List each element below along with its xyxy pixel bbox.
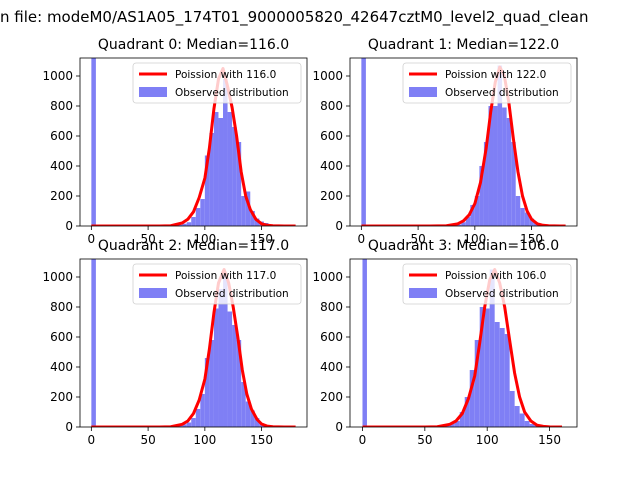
histogram-bar [525,421,530,427]
y-tick-label: 200 [320,390,343,404]
histogram-bar [214,309,219,428]
y-tick-label: 400 [320,360,343,374]
histogram-bar [200,199,205,226]
histogram-bar [510,391,515,427]
y-tick-label: 600 [50,330,73,344]
histogram-bar [505,334,510,427]
histogram-bar [502,108,507,227]
x-tick-label: 0 [359,433,367,447]
y-tick-label: 200 [50,390,73,404]
histogram-bar [495,322,500,427]
y-tick-label: 1000 [312,69,343,83]
x-tick-label: 100 [193,433,216,447]
x-tick-label: 50 [417,433,432,447]
histogram-bar [187,423,192,428]
figure-title: n file: modeM0/AS1A05_174T01_9000005820_… [0,8,589,27]
y-tick-label: 200 [320,189,343,203]
legend-label: Observed distribution [175,87,289,99]
histogram-bar [191,418,196,427]
histogram-bar [507,118,512,226]
y-tick-label: 1000 [42,270,73,284]
x-tick-label: 150 [250,433,273,447]
legend: Poission with 117.0 Observed distribution [133,264,301,304]
chart-title: Quadrant 2: Median=117.0 [98,238,289,254]
histogram-bar [500,328,505,427]
y-tick-label: 800 [50,99,73,113]
y-tick-label: 400 [50,360,73,374]
histogram-bar [361,58,366,226]
legend-label: Poission with 117.0 [175,270,276,282]
legend-bar-swatch [139,87,167,97]
x-tick-label: 150 [538,433,561,447]
x-tick-label: 50 [140,433,155,447]
x-tick-label: 100 [476,433,499,447]
legend: Poission with 116.0 Observed distribution [133,63,301,103]
y-tick-label: 0 [335,420,343,434]
histogram-bar [228,112,233,226]
histogram-bar [187,222,192,226]
legend-bar-swatch [409,87,437,97]
histogram-bar [91,259,96,427]
histogram-bar [516,196,521,226]
histogram-bar [520,208,525,226]
chart-title: Quadrant 1: Median=122.0 [368,37,559,53]
y-tick-label: 800 [320,300,343,314]
y-tick-label: 400 [50,159,73,173]
legend-bar-swatch [139,288,167,298]
x-tick-label: 0 [358,232,366,246]
histogram-bar [241,196,246,226]
y-tick-label: 0 [65,420,73,434]
y-tick-label: 800 [50,300,73,314]
histogram-bar [515,406,520,427]
histogram-bar [218,118,223,226]
legend-label: Poission with 122.0 [445,69,546,81]
y-tick-label: 600 [50,129,73,143]
histogram-bar [218,289,223,427]
legend: Poission with 106.0 Observed distribution [403,264,571,304]
histogram-bar [191,217,196,226]
legend: Poission with 122.0 Observed distribution [403,63,571,103]
histogram-bar [485,309,490,428]
quadrant-chart-3: Quadrant 3: Median=106.0 0 50 100 150 0 200 400… [312,238,577,447]
y-tick-label: 800 [320,99,343,113]
y-tick-label: 1000 [42,69,73,83]
histogram-bar [362,259,366,427]
x-tick-label: 0 [88,433,96,447]
histogram-bar [232,325,237,427]
quadrant-chart-2: Quadrant 2: Median=117.0 0 50 100 150 0 200 400… [42,238,307,447]
histogram-bar [196,208,201,226]
histogram-bar [91,58,96,226]
legend-label: Observed distribution [175,288,289,300]
histogram-bar [520,414,525,428]
x-tick-label: 0 [88,232,96,246]
legend-label: Poission with 116.0 [175,69,276,81]
y-tick-label: 1000 [312,270,343,284]
y-tick-label: 600 [320,129,343,143]
histogram-bar [214,112,219,226]
legend-label: Poission with 106.0 [445,270,546,282]
chart-title: Quadrant 3: Median=106.0 [368,238,559,254]
y-tick-label: 400 [320,159,343,173]
chart-title: Quadrant 0: Median=116.0 [98,37,289,53]
legend-label: Observed distribution [445,288,559,300]
legend-label: Observed distribution [445,87,559,99]
legend-bar-swatch [409,288,437,298]
histogram-bar [493,106,498,226]
y-tick-label: 0 [335,219,343,233]
y-tick-label: 0 [65,219,73,233]
y-tick-label: 200 [50,189,73,203]
histogram-bar [196,409,201,427]
histogram-bar [228,312,233,428]
y-tick-label: 600 [320,330,343,344]
